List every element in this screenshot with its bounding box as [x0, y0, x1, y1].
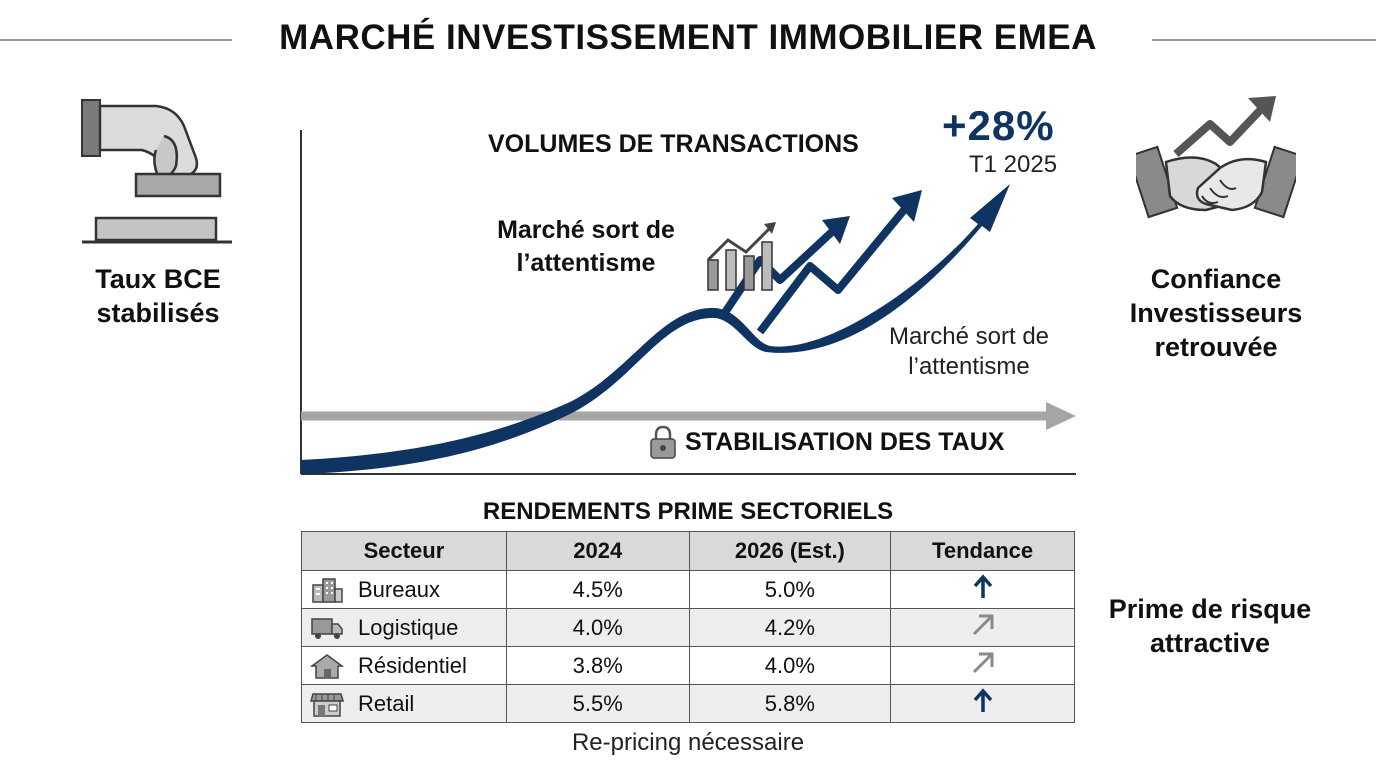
title-rule-left [0, 39, 232, 41]
rate-stabilisation-label: STABILISATION DES TAUX [685, 428, 1005, 456]
ballot-box-hand-icon [81, 99, 232, 244]
yield-2026: 4.0% [688, 646, 892, 685]
transaction-volume-chart [300, 130, 1076, 475]
investor-confidence-label: Confiance Investisseurs retrouvée [1129, 264, 1303, 362]
column-header-2024: 2024 [505, 531, 690, 571]
table-row: Résidentiel 3.8% 4.0% [301, 646, 1075, 685]
prime-yields-table-title: RENDEMENTS PRIME SECTORIELS [482, 498, 894, 525]
storefront-icon [310, 692, 344, 717]
repricing-footnote: Re-pricing nécessaire [571, 729, 805, 756]
yield-2024: 3.8% [505, 646, 690, 685]
column-header-sector: Secteur [301, 531, 507, 571]
market-exit-annotation-bold: Marché sort de l’attentisme [497, 216, 675, 277]
padlock-icon [650, 425, 676, 459]
trend-cell [890, 608, 1075, 647]
yield-2026: 4.2% [688, 608, 892, 647]
chart-title: VOLUMES DE TRANSACTIONS [488, 130, 859, 158]
table-header-row: Secteur 2024 2026 (Est.) Tendance [301, 531, 1075, 571]
sector-cell: Logistique [301, 608, 507, 647]
yield-2024: 4.5% [505, 570, 690, 609]
column-header-trend: Tendance [890, 531, 1075, 571]
building-icon [312, 577, 343, 603]
title-rule-right [1152, 39, 1376, 41]
up-arrow-icon [973, 687, 992, 712]
volume-growth-value: +28% [942, 102, 1055, 149]
growth-arrowhead-1 [822, 216, 850, 244]
rate-stabilisation-arrowhead [1046, 402, 1076, 430]
trend-cell [890, 570, 1075, 609]
handshake-growth-icon [1136, 96, 1296, 219]
truck-icon [311, 617, 343, 639]
table-row: Logistique 4.0% 4.2% [301, 608, 1075, 647]
market-exit-annotation-light: Marché sort de l’attentisme [888, 323, 1050, 380]
yield-2024: 4.0% [505, 608, 690, 647]
sector-name: Bureaux [358, 576, 440, 602]
sector-cell: Retail [301, 684, 507, 723]
sector-cell: Résidentiel [301, 646, 507, 685]
sector-name: Logistique [358, 614, 459, 640]
trend-cell [890, 684, 1075, 723]
up-arrow-icon [973, 573, 992, 598]
page-title: MARCHÉ INVESTISSEMENT IMMOBILIER EMEA [279, 18, 1097, 57]
sector-name: Résidentiel [358, 652, 467, 678]
bar-chart-icon [706, 222, 776, 291]
yield-2026: 5.0% [688, 570, 892, 609]
prime-yields-table: Secteur 2024 2026 (Est.) Tendance Bureau… [301, 531, 1075, 723]
up-right-arrow-icon [972, 652, 994, 673]
sector-name: Retail [358, 690, 415, 716]
column-header-2026: 2026 (Est.) [688, 531, 892, 571]
volume-growth-period: T1 2025 [969, 151, 1058, 178]
up-right-arrow-icon [972, 614, 994, 635]
trend-cell [890, 646, 1075, 685]
growth-arrow-2 [756, 207, 908, 335]
yield-2024: 5.5% [505, 684, 690, 723]
yield-2026: 5.8% [688, 684, 892, 723]
ecb-rates-label: Taux BCE stabilisés [95, 264, 221, 328]
growth-arrowhead-2 [892, 190, 922, 222]
table-row: Bureaux 4.5% 5.0% [301, 570, 1075, 609]
sector-cell: Bureaux [301, 570, 507, 609]
risk-premium-label: Prime de risque attractive [1108, 594, 1312, 658]
house-icon [310, 653, 344, 679]
table-row: Retail 5.5% 5.8% [301, 684, 1075, 723]
